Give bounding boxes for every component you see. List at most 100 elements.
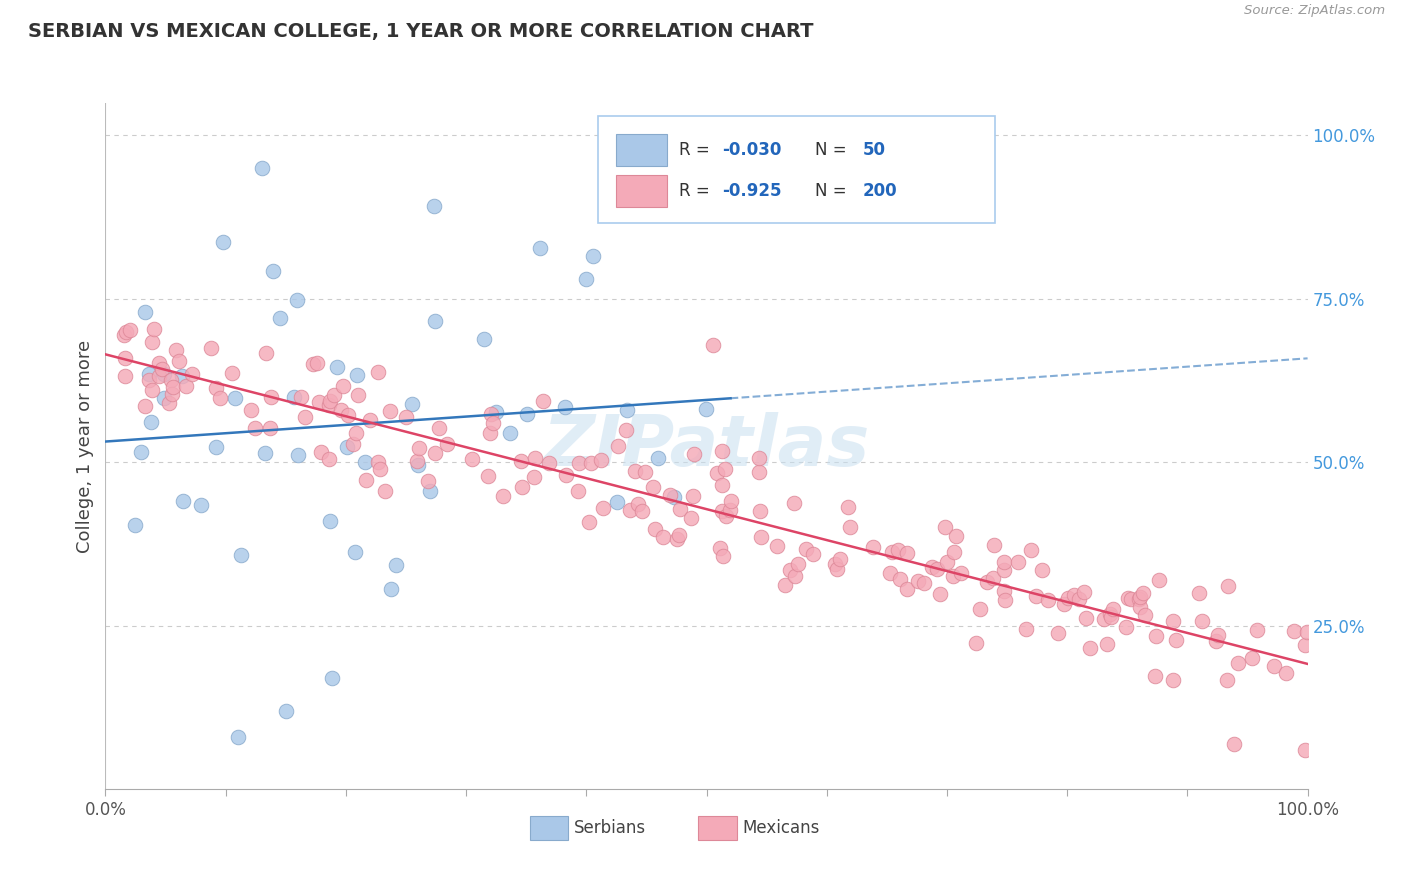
Point xyxy=(138,373,160,387)
Text: -0.925: -0.925 xyxy=(723,182,782,200)
Point xyxy=(994,593,1017,607)
Point xyxy=(477,469,499,483)
Point xyxy=(711,478,734,492)
Point xyxy=(378,404,401,418)
Point xyxy=(830,551,852,566)
Point xyxy=(138,368,160,382)
Point xyxy=(616,402,638,417)
Point xyxy=(243,420,266,434)
Point xyxy=(718,503,741,517)
Point xyxy=(1098,607,1121,622)
Text: 50: 50 xyxy=(863,141,886,159)
FancyBboxPatch shape xyxy=(530,815,568,840)
Point xyxy=(479,425,502,440)
Point xyxy=(190,499,212,513)
Point xyxy=(945,529,967,543)
Point xyxy=(942,568,965,582)
Point xyxy=(485,405,508,419)
Point xyxy=(748,451,770,466)
Point xyxy=(993,563,1015,577)
Point xyxy=(305,356,328,370)
Point xyxy=(115,326,138,340)
Point xyxy=(665,532,688,546)
Point xyxy=(682,489,704,503)
Point xyxy=(118,323,141,337)
Point xyxy=(993,555,1015,569)
Point xyxy=(114,351,136,366)
Text: 200: 200 xyxy=(863,182,897,200)
Point xyxy=(714,462,737,476)
Point xyxy=(287,448,309,462)
Point xyxy=(912,576,935,591)
Point xyxy=(319,514,342,528)
Point xyxy=(1227,656,1250,670)
Point xyxy=(928,586,950,600)
Point xyxy=(498,425,520,440)
Point xyxy=(418,474,440,488)
Point xyxy=(1099,610,1122,624)
Point xyxy=(332,379,354,393)
Point xyxy=(1053,597,1076,611)
FancyBboxPatch shape xyxy=(699,815,737,840)
FancyBboxPatch shape xyxy=(599,116,995,223)
Point xyxy=(274,704,297,718)
Point xyxy=(1115,620,1137,634)
Point xyxy=(429,421,451,435)
Point xyxy=(114,368,136,383)
Point xyxy=(1073,585,1095,599)
Point xyxy=(308,394,330,409)
Text: SERBIAN VS MEXICAN COLLEGE, 1 YEAR OR MORE CORRELATION CHART: SERBIAN VS MEXICAN COLLEGE, 1 YEAR OR MO… xyxy=(28,22,814,41)
Point xyxy=(1275,665,1298,680)
Point xyxy=(516,407,538,421)
Point xyxy=(482,417,505,431)
Point xyxy=(669,502,692,516)
Point xyxy=(1163,615,1185,629)
Point xyxy=(950,566,973,580)
Point xyxy=(344,426,367,441)
Point xyxy=(614,424,637,438)
Point xyxy=(1144,669,1167,683)
Point xyxy=(1295,625,1317,640)
Point xyxy=(801,547,824,561)
Point xyxy=(336,408,359,422)
Point xyxy=(619,503,641,517)
Point xyxy=(318,451,340,466)
Point xyxy=(624,464,647,478)
Point xyxy=(567,483,589,498)
Point xyxy=(492,489,515,503)
Point xyxy=(1116,591,1139,605)
Point xyxy=(579,456,602,470)
Point xyxy=(343,545,366,559)
Point xyxy=(359,413,381,427)
Point xyxy=(568,456,591,470)
Point xyxy=(1067,591,1090,606)
Point xyxy=(1128,591,1150,606)
Point xyxy=(1294,743,1316,757)
Y-axis label: College, 1 year or more: College, 1 year or more xyxy=(76,340,94,552)
Point xyxy=(647,450,669,465)
Point xyxy=(1097,637,1119,651)
Point xyxy=(367,365,389,379)
Point xyxy=(408,441,430,455)
Point xyxy=(969,602,991,616)
Point xyxy=(720,493,742,508)
Point xyxy=(1144,629,1167,643)
Point xyxy=(1284,624,1306,639)
Point xyxy=(425,446,447,460)
Point xyxy=(148,369,170,384)
Point xyxy=(837,500,859,515)
Point xyxy=(1101,601,1123,615)
Point xyxy=(269,311,291,326)
Point xyxy=(606,495,628,509)
Point xyxy=(711,504,734,518)
Point xyxy=(1205,634,1227,648)
Text: Mexicans: Mexicans xyxy=(742,819,820,837)
Text: -0.030: -0.030 xyxy=(723,141,782,159)
Point xyxy=(824,558,846,572)
Point xyxy=(1240,650,1263,665)
Point xyxy=(309,444,332,458)
Text: R =: R = xyxy=(679,141,714,159)
Point xyxy=(749,504,772,518)
Point xyxy=(354,474,377,488)
Point xyxy=(134,400,156,414)
